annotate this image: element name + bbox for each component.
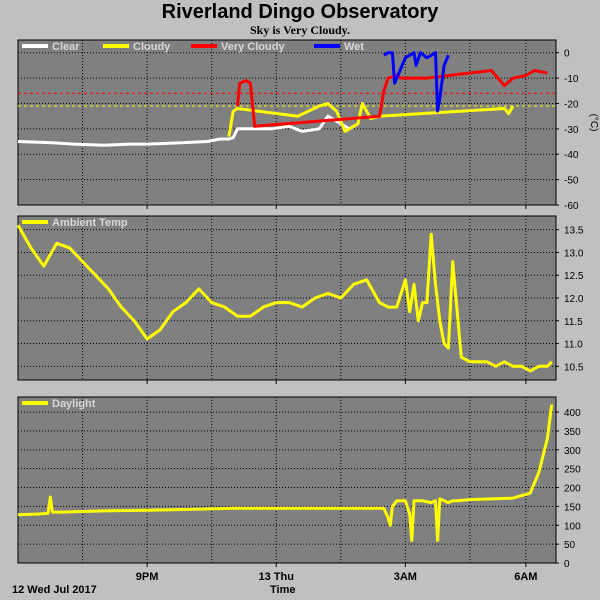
y-tick-label: 350: [564, 427, 581, 438]
time-axis-label: Time: [270, 584, 296, 596]
y-tick-label: 100: [564, 521, 581, 532]
y-tick-label: -10: [564, 74, 579, 85]
y-tick-label: 10.5: [564, 362, 584, 373]
series-ambient-temp: [16, 224, 553, 373]
y-tick-label: 11.0: [564, 340, 583, 351]
y-tick-label: 13.0: [564, 248, 584, 259]
panel-0: 0 -10 -20 -30 -40 -50 -60 (°C) Clear Cloudy Very C…: [17, 39, 599, 212]
y-tick-label: 400: [564, 408, 581, 419]
y-tick-label: 12.0: [564, 294, 584, 305]
y-axis-label: (°C): [588, 114, 599, 132]
date-label: 12 Wed Jul 2017: [12, 584, 97, 596]
series-wet: [383, 51, 450, 113]
x-tick-label: 9PM: [136, 571, 159, 583]
y-tick-label: -40: [564, 150, 579, 161]
y-tick-label: 11.5: [564, 317, 583, 328]
y-tick-label: -20: [564, 99, 579, 110]
y-tick-label: 300: [564, 446, 581, 457]
series-cloudy: [227, 102, 515, 137]
panel-2: 400 350 300 250 200 150 100 50 0 Daylight: [17, 396, 581, 570]
y-tick-label: 150: [564, 502, 581, 513]
y-tick-label: 50: [564, 540, 576, 551]
x-tick-label: 6AM: [514, 571, 537, 583]
legend-label: Clear: [52, 41, 80, 53]
panel-background: [17, 215, 557, 381]
y-tick-label: 0: [564, 49, 570, 60]
y-tick-label: 13.5: [564, 226, 584, 237]
x-tick-label: 3AM: [394, 571, 417, 583]
series-very-cloudy: [236, 69, 548, 128]
chart-subtitle: Sky is Very Cloudy.: [249, 23, 351, 37]
y-tick-label: -30: [564, 125, 579, 136]
panel-1: 13.5 13.0 12.5 12.0 11.5 11.0 10.5 Ambient Temp: [16, 215, 584, 384]
panel-background: [17, 396, 557, 564]
chart-title: Riverland Dingo Observatory: [161, 1, 439, 23]
y-tick-label: -50: [564, 176, 579, 187]
legend-label: Daylight: [52, 398, 96, 410]
y-tick-label: 12.5: [564, 271, 584, 282]
legend-label: Cloudy: [133, 41, 171, 53]
y-tick-label: 0: [564, 559, 570, 570]
y-tick-label: 250: [564, 465, 581, 476]
legend-label: Wet: [344, 41, 364, 53]
x-tick-label: 13 Thu: [259, 571, 294, 583]
legend-label: Ambient Temp: [52, 217, 128, 229]
y-tick-label: -60: [564, 201, 579, 212]
legend-label: Very Cloudy: [221, 41, 285, 53]
y-tick-label: 200: [564, 484, 581, 495]
series-daylight: [17, 404, 554, 542]
